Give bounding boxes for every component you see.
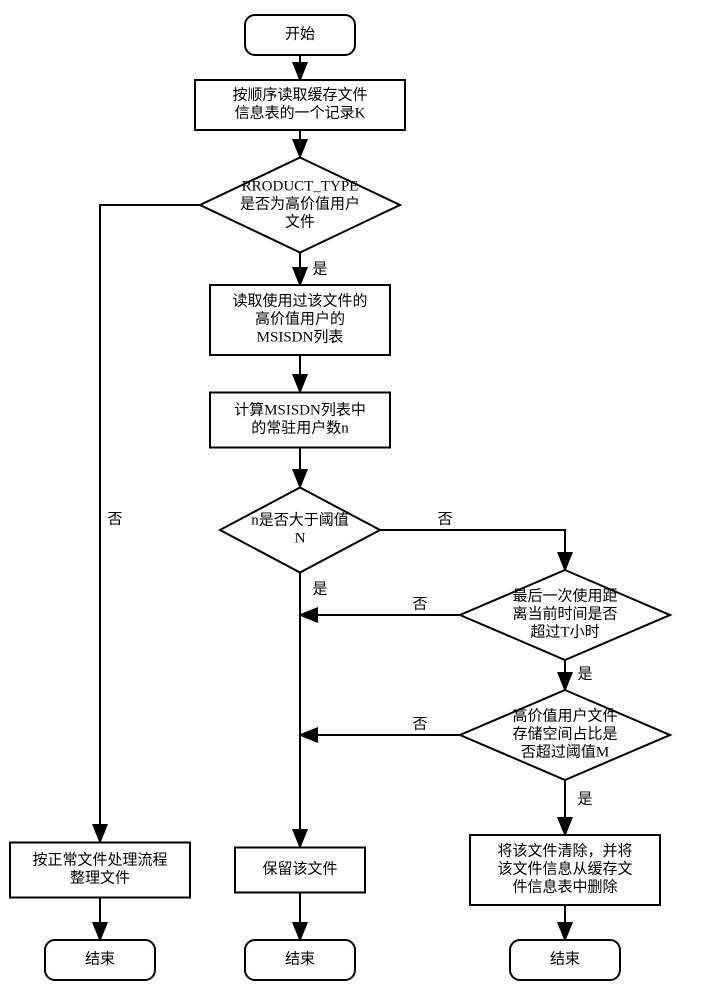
node-text: 保留该文件 [262, 860, 337, 877]
node-text: n是否大于阈值 [251, 511, 349, 528]
edge-label: 是 [577, 791, 592, 807]
node-text: 高价值用户文件 [512, 707, 617, 724]
node-keep: 保留该文件 [235, 848, 365, 893]
node-read_k: 按顺序读取缓存文件信息表的一个记录K [195, 80, 405, 130]
node-text: 存储空间占比是 [512, 725, 617, 742]
node-calc_n: 计算MSISDN列表中的常驻用户数n [210, 393, 390, 448]
node-text: 件信息表中删除 [512, 878, 617, 895]
node-text: 开始 [285, 25, 315, 42]
node-text: RRODUCT_TYPE [242, 178, 359, 194]
node-text: 最后一次使用距 [512, 587, 617, 604]
node-d_time: 最后一次使用距离当前时间是否超过T小时 [460, 570, 670, 660]
node-text: 结束 [285, 950, 315, 967]
node-d_space: 高价值用户文件存储空间占比是否超过阈值M [460, 690, 670, 780]
node-text: 结束 [85, 950, 115, 967]
node-end1: 结束 [45, 940, 155, 980]
node-d_n: n是否大于阈值 N [220, 488, 380, 573]
node-text: 否超过阈值M [521, 743, 609, 760]
node-text: 结束 [550, 950, 580, 967]
edge-label: 否 [437, 511, 452, 527]
node-text: 是否为高价值用户 [240, 195, 360, 212]
node-normal: 按正常文件处理流程整理文件 [10, 843, 190, 898]
edge-label: 否 [412, 716, 427, 732]
edge-label: 是 [312, 581, 327, 597]
node-text: 按顺序读取缓存文件 [232, 86, 367, 103]
node-text: 高价值用户的 [255, 310, 345, 327]
flowchart-canvas: 开始按顺序读取缓存文件信息表的一个记录K RRODUCT_TYPE是否为高价值用户… [0, 0, 715, 1000]
node-delete: 将该文件清除，并将该文件信息从缓存文件信息表中删除 [470, 835, 660, 905]
edge-label: 是 [577, 666, 592, 682]
node-end2: 结束 [245, 940, 355, 980]
node-d_type: RRODUCT_TYPE是否为高价值用户文件 [200, 158, 400, 253]
node-text: 超过T小时 [530, 623, 599, 640]
node-text: 信息表的一个记录K [235, 104, 366, 121]
node-text: 将该文件清除，并将 [497, 842, 632, 859]
node-text: 读取使用过该文件的 [232, 292, 367, 309]
node-text: 离当前时间是否 [512, 605, 617, 622]
edge-label: 是 [312, 261, 327, 277]
node-text: 文件 [285, 213, 315, 230]
node-read_ms: 读取使用过该文件的高价值用户的MSISDN列表 [210, 285, 390, 355]
node-text: 的常驻用户数n [251, 419, 349, 436]
node-text: MSISDN列表 [257, 328, 344, 345]
node-text: 计算MSISDN列表中 [234, 400, 366, 418]
edge-label: 否 [107, 511, 122, 527]
node-text: 该文件信息从缓存文 [497, 860, 632, 877]
node-end3: 结束 [510, 940, 620, 980]
node-text: 按正常文件处理流程 [32, 851, 167, 868]
nodes-layer: 开始按顺序读取缓存文件信息表的一个记录K RRODUCT_TYPE是否为高价值用户… [10, 15, 670, 980]
node-start: 开始 [245, 15, 355, 55]
edge-label: 否 [412, 596, 427, 612]
node-text: N [295, 530, 306, 546]
edge [380, 530, 565, 570]
node-text: 整理文件 [70, 869, 130, 886]
